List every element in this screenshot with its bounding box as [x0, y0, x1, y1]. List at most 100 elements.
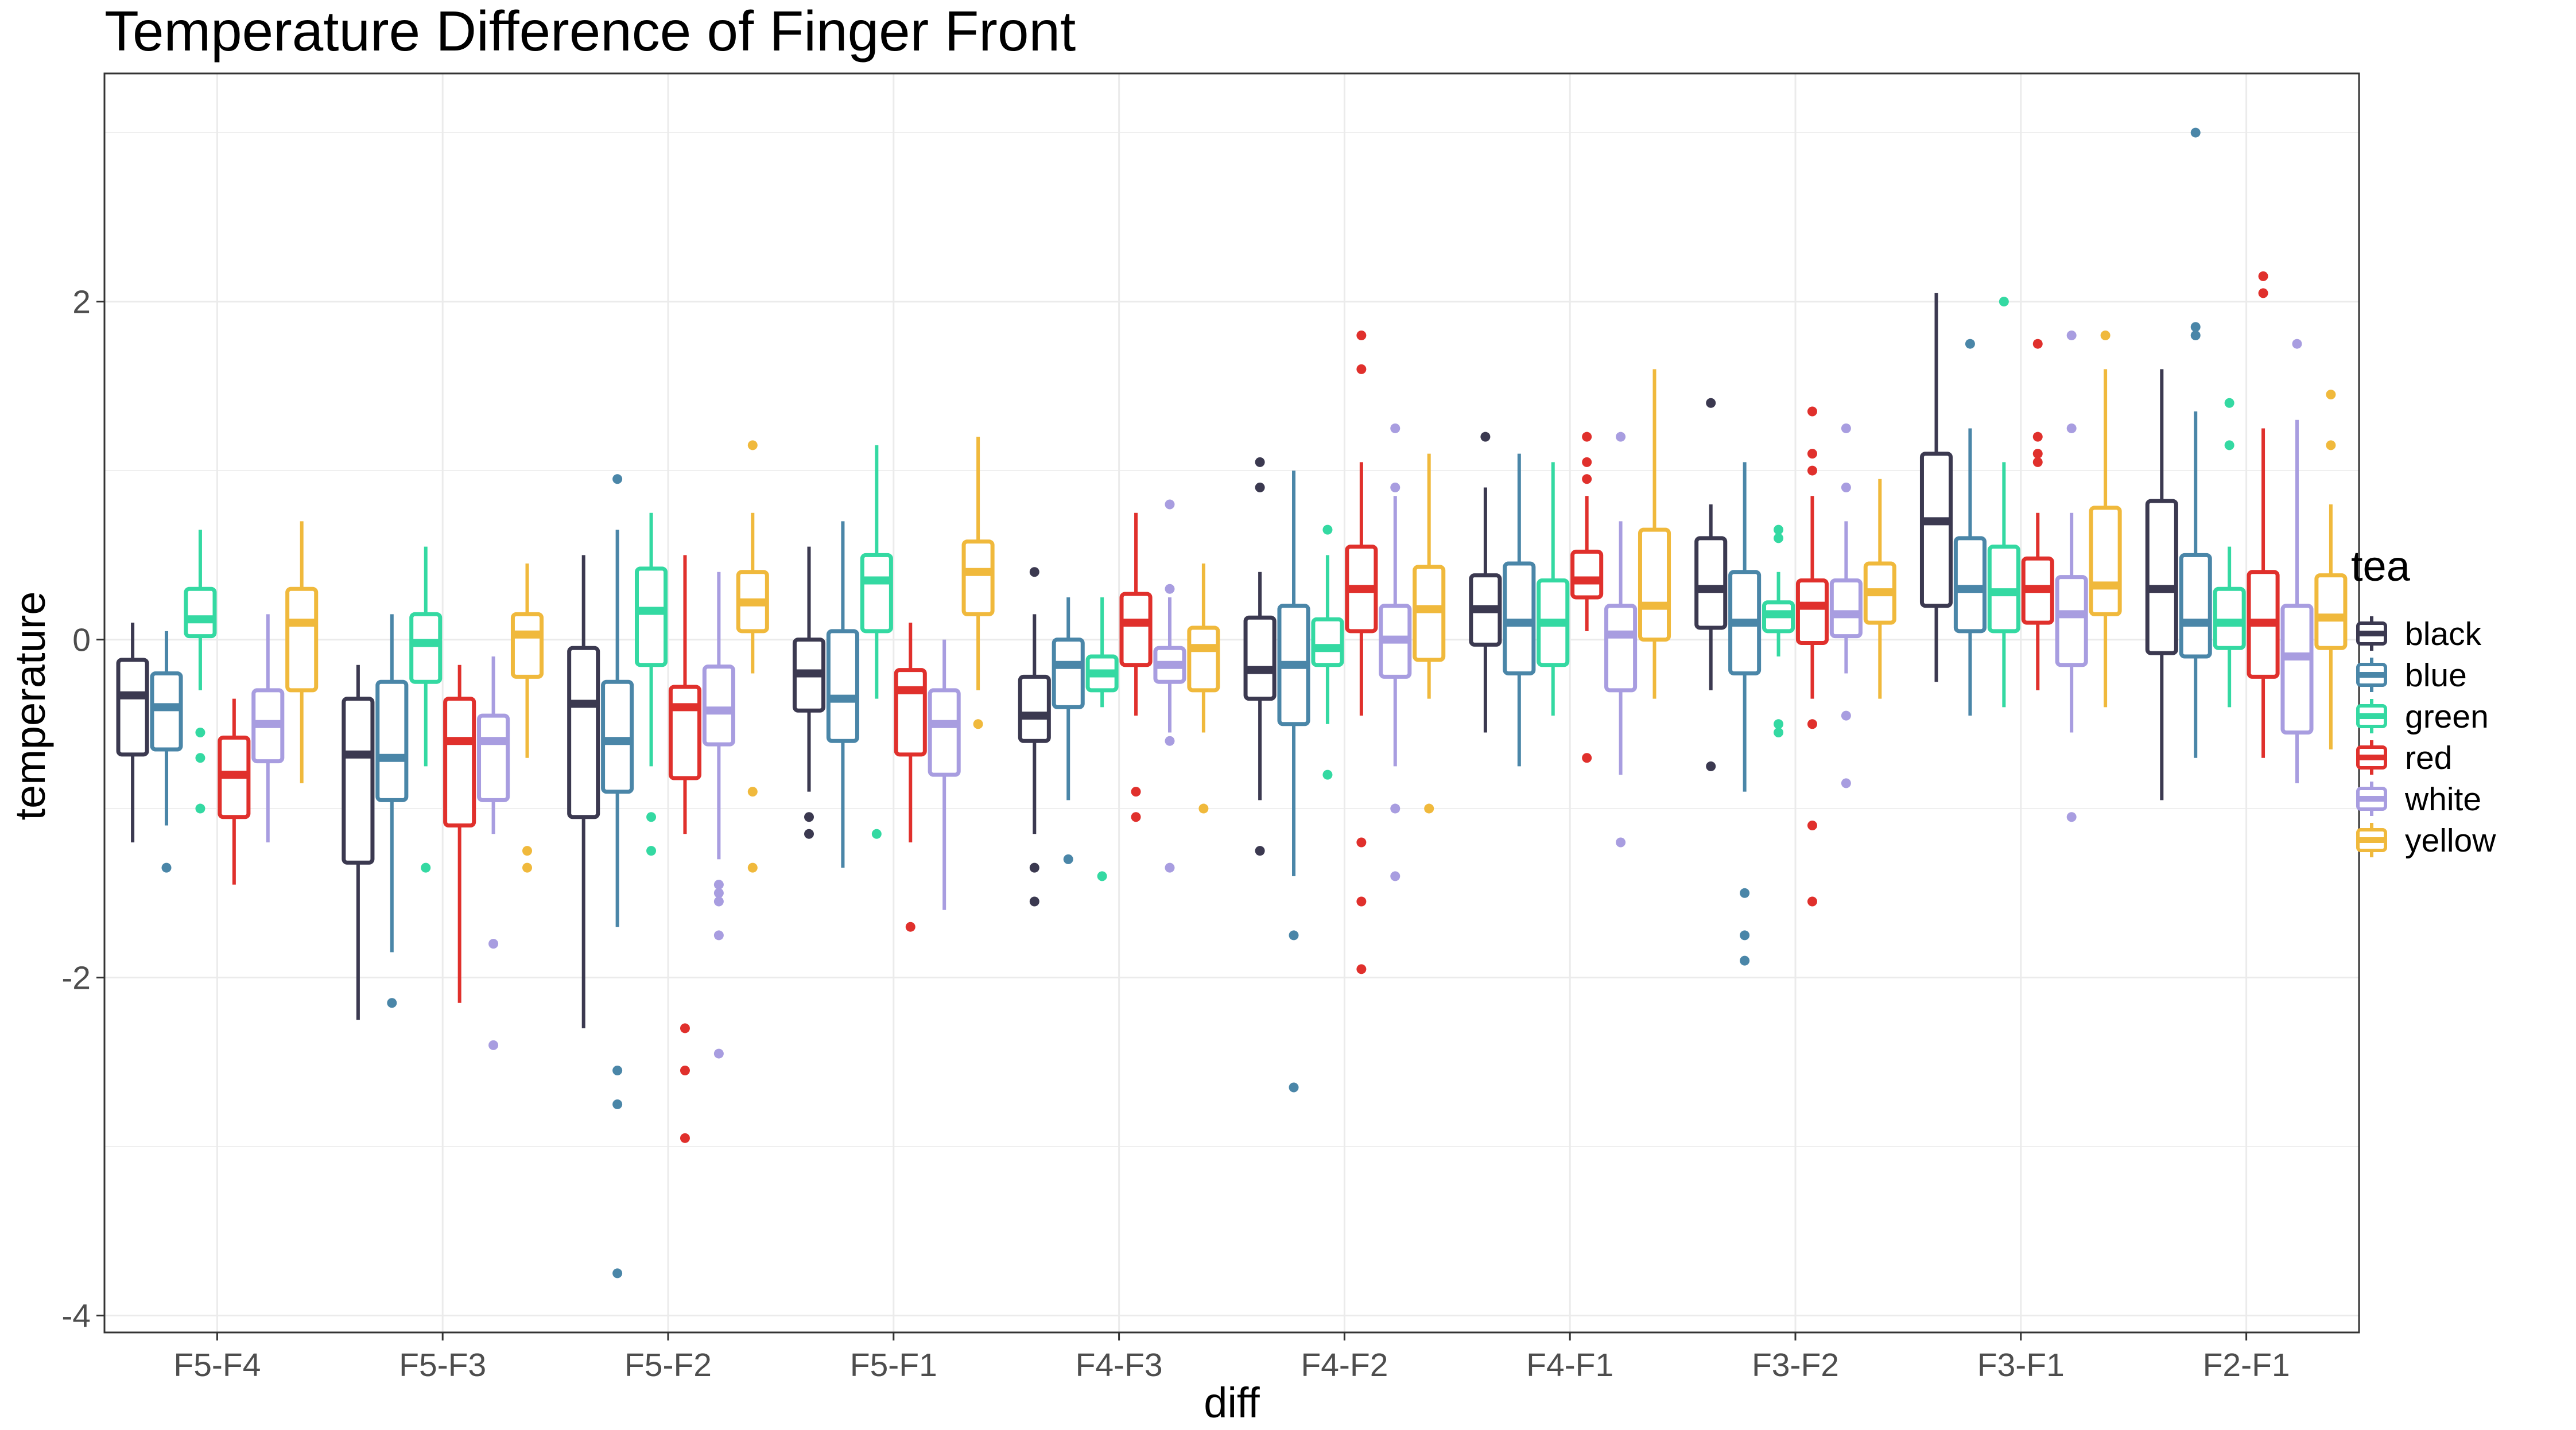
x-tick-label: F5-F1 — [850, 1347, 937, 1384]
outlier-point — [1807, 821, 1817, 831]
box-body — [2280, 604, 2314, 735]
axis-layer: 2 0 -2 -4 F5-F4 F5-F3 F5-F2 F5-F1 F4-F3 F4-F2 F4-F… — [61, 284, 2290, 1384]
box-blue-F3-F2 — [1728, 462, 1762, 966]
outlier-point — [1807, 719, 1817, 729]
box-white-F5-F3 — [477, 656, 510, 1050]
outlier-point — [905, 922, 915, 932]
x-tick-label: F3-F2 — [1752, 1347, 1839, 1384]
box-yellow-F5-F4 — [285, 521, 319, 783]
outlier-point — [1390, 423, 1400, 433]
box-body — [409, 612, 443, 684]
legend-item-red: red — [2356, 740, 2452, 776]
outlier-point — [680, 1133, 690, 1143]
box-red-F2-F1 — [2247, 271, 2280, 758]
box-body — [2089, 506, 2122, 616]
outlier-point — [1740, 930, 1750, 941]
outlier-point — [2258, 271, 2268, 281]
box-body — [1919, 452, 1953, 608]
outlier-point — [1807, 449, 1817, 459]
box-body — [1052, 638, 1085, 709]
outlier-point — [1999, 297, 2009, 307]
outlier-point — [646, 812, 657, 822]
outlier-point — [1165, 862, 1175, 873]
outlier-point — [1356, 837, 1367, 848]
box-body — [928, 688, 961, 777]
box-red-F5-F1 — [894, 623, 927, 932]
box-blue-F4-F2 — [1277, 471, 1310, 1093]
outlier-point — [713, 896, 724, 907]
x-tick-label: F3-F1 — [1977, 1347, 2065, 1384]
outlier-point — [1582, 457, 1592, 467]
box-body — [668, 685, 702, 780]
outlier-point — [612, 1268, 623, 1279]
outlier-point — [1356, 364, 1367, 374]
outlier-point — [1616, 432, 1626, 442]
outlier-point — [2032, 457, 2043, 467]
outlier-point — [1255, 483, 1265, 493]
outlier-point — [1774, 728, 1784, 738]
outlier-point — [612, 474, 623, 484]
legend-item-yellow: yellow — [2356, 822, 2496, 859]
box-red-F3-F1 — [2021, 339, 2054, 690]
series-white — [251, 330, 2314, 1059]
outlier-point — [522, 862, 532, 873]
box-red-F3-F2 — [1795, 406, 1829, 907]
outlier-point — [1063, 854, 1073, 864]
legend-label: green — [2405, 698, 2489, 735]
outlier-point — [1131, 812, 1141, 822]
outlier-point — [1616, 837, 1626, 848]
outlier-point — [1774, 719, 1784, 729]
box-body — [1570, 549, 1604, 600]
box-body — [1638, 527, 1671, 642]
box-white-F5-F4 — [251, 614, 285, 842]
outlier-point — [195, 728, 205, 738]
outlier-point — [1582, 474, 1592, 484]
outlier-point — [1390, 483, 1400, 493]
box-blue-F5-F2 — [601, 474, 634, 1279]
box-green-F3-F1 — [1987, 297, 2020, 708]
outlier-point — [195, 803, 205, 814]
outlier-point — [646, 846, 657, 856]
x-tick-label: F4-F3 — [1076, 1347, 1163, 1384]
legend-title: tea — [2351, 542, 2411, 590]
outlier-point — [1029, 862, 1039, 873]
outlier-point — [2292, 339, 2302, 349]
legend-label: black — [2405, 616, 2482, 652]
outlier-point — [612, 1099, 623, 1109]
grid-layer — [104, 73, 2359, 1332]
outlier-point — [2224, 440, 2234, 450]
outlier-point — [1255, 846, 1265, 856]
box-green-F4-F3 — [1085, 597, 1119, 881]
series-red — [218, 271, 2280, 1143]
box-body — [375, 679, 409, 802]
outlier-point — [1289, 930, 1299, 941]
box-blue-F4-F3 — [1052, 597, 1085, 864]
box-white-F5-F2 — [702, 572, 735, 1059]
box-yellow-F5-F3 — [510, 564, 544, 873]
box-blue-F2-F1 — [2179, 127, 2212, 758]
box-body — [150, 671, 183, 752]
outlier-point — [1841, 778, 1851, 788]
box-blue-F5-F4 — [150, 631, 183, 873]
box-body — [285, 586, 319, 693]
legend-label: white — [2404, 781, 2481, 818]
box-black-F5-F4 — [116, 623, 149, 842]
box-white-F4-F3 — [1153, 499, 1186, 873]
outlier-point — [1807, 896, 1817, 907]
box-blue-F3-F1 — [1953, 339, 1987, 716]
box-body — [826, 629, 859, 743]
box-body — [1604, 604, 1638, 693]
y-tick-label: -4 — [61, 1298, 91, 1335]
box-black-F4-F2 — [1243, 457, 1277, 856]
legend-item-green: green — [2356, 698, 2489, 735]
box-yellow-F2-F1 — [2314, 390, 2348, 749]
outlier-point — [1255, 457, 1265, 467]
box-body — [1187, 625, 1220, 693]
box-body — [1243, 615, 1277, 701]
box-body — [567, 646, 600, 819]
outlier-point — [2326, 390, 2336, 400]
box-body — [702, 665, 735, 747]
box-red-F4-F1 — [1570, 432, 1604, 763]
box-body — [2179, 553, 2212, 659]
box-green-F5-F4 — [184, 530, 217, 814]
